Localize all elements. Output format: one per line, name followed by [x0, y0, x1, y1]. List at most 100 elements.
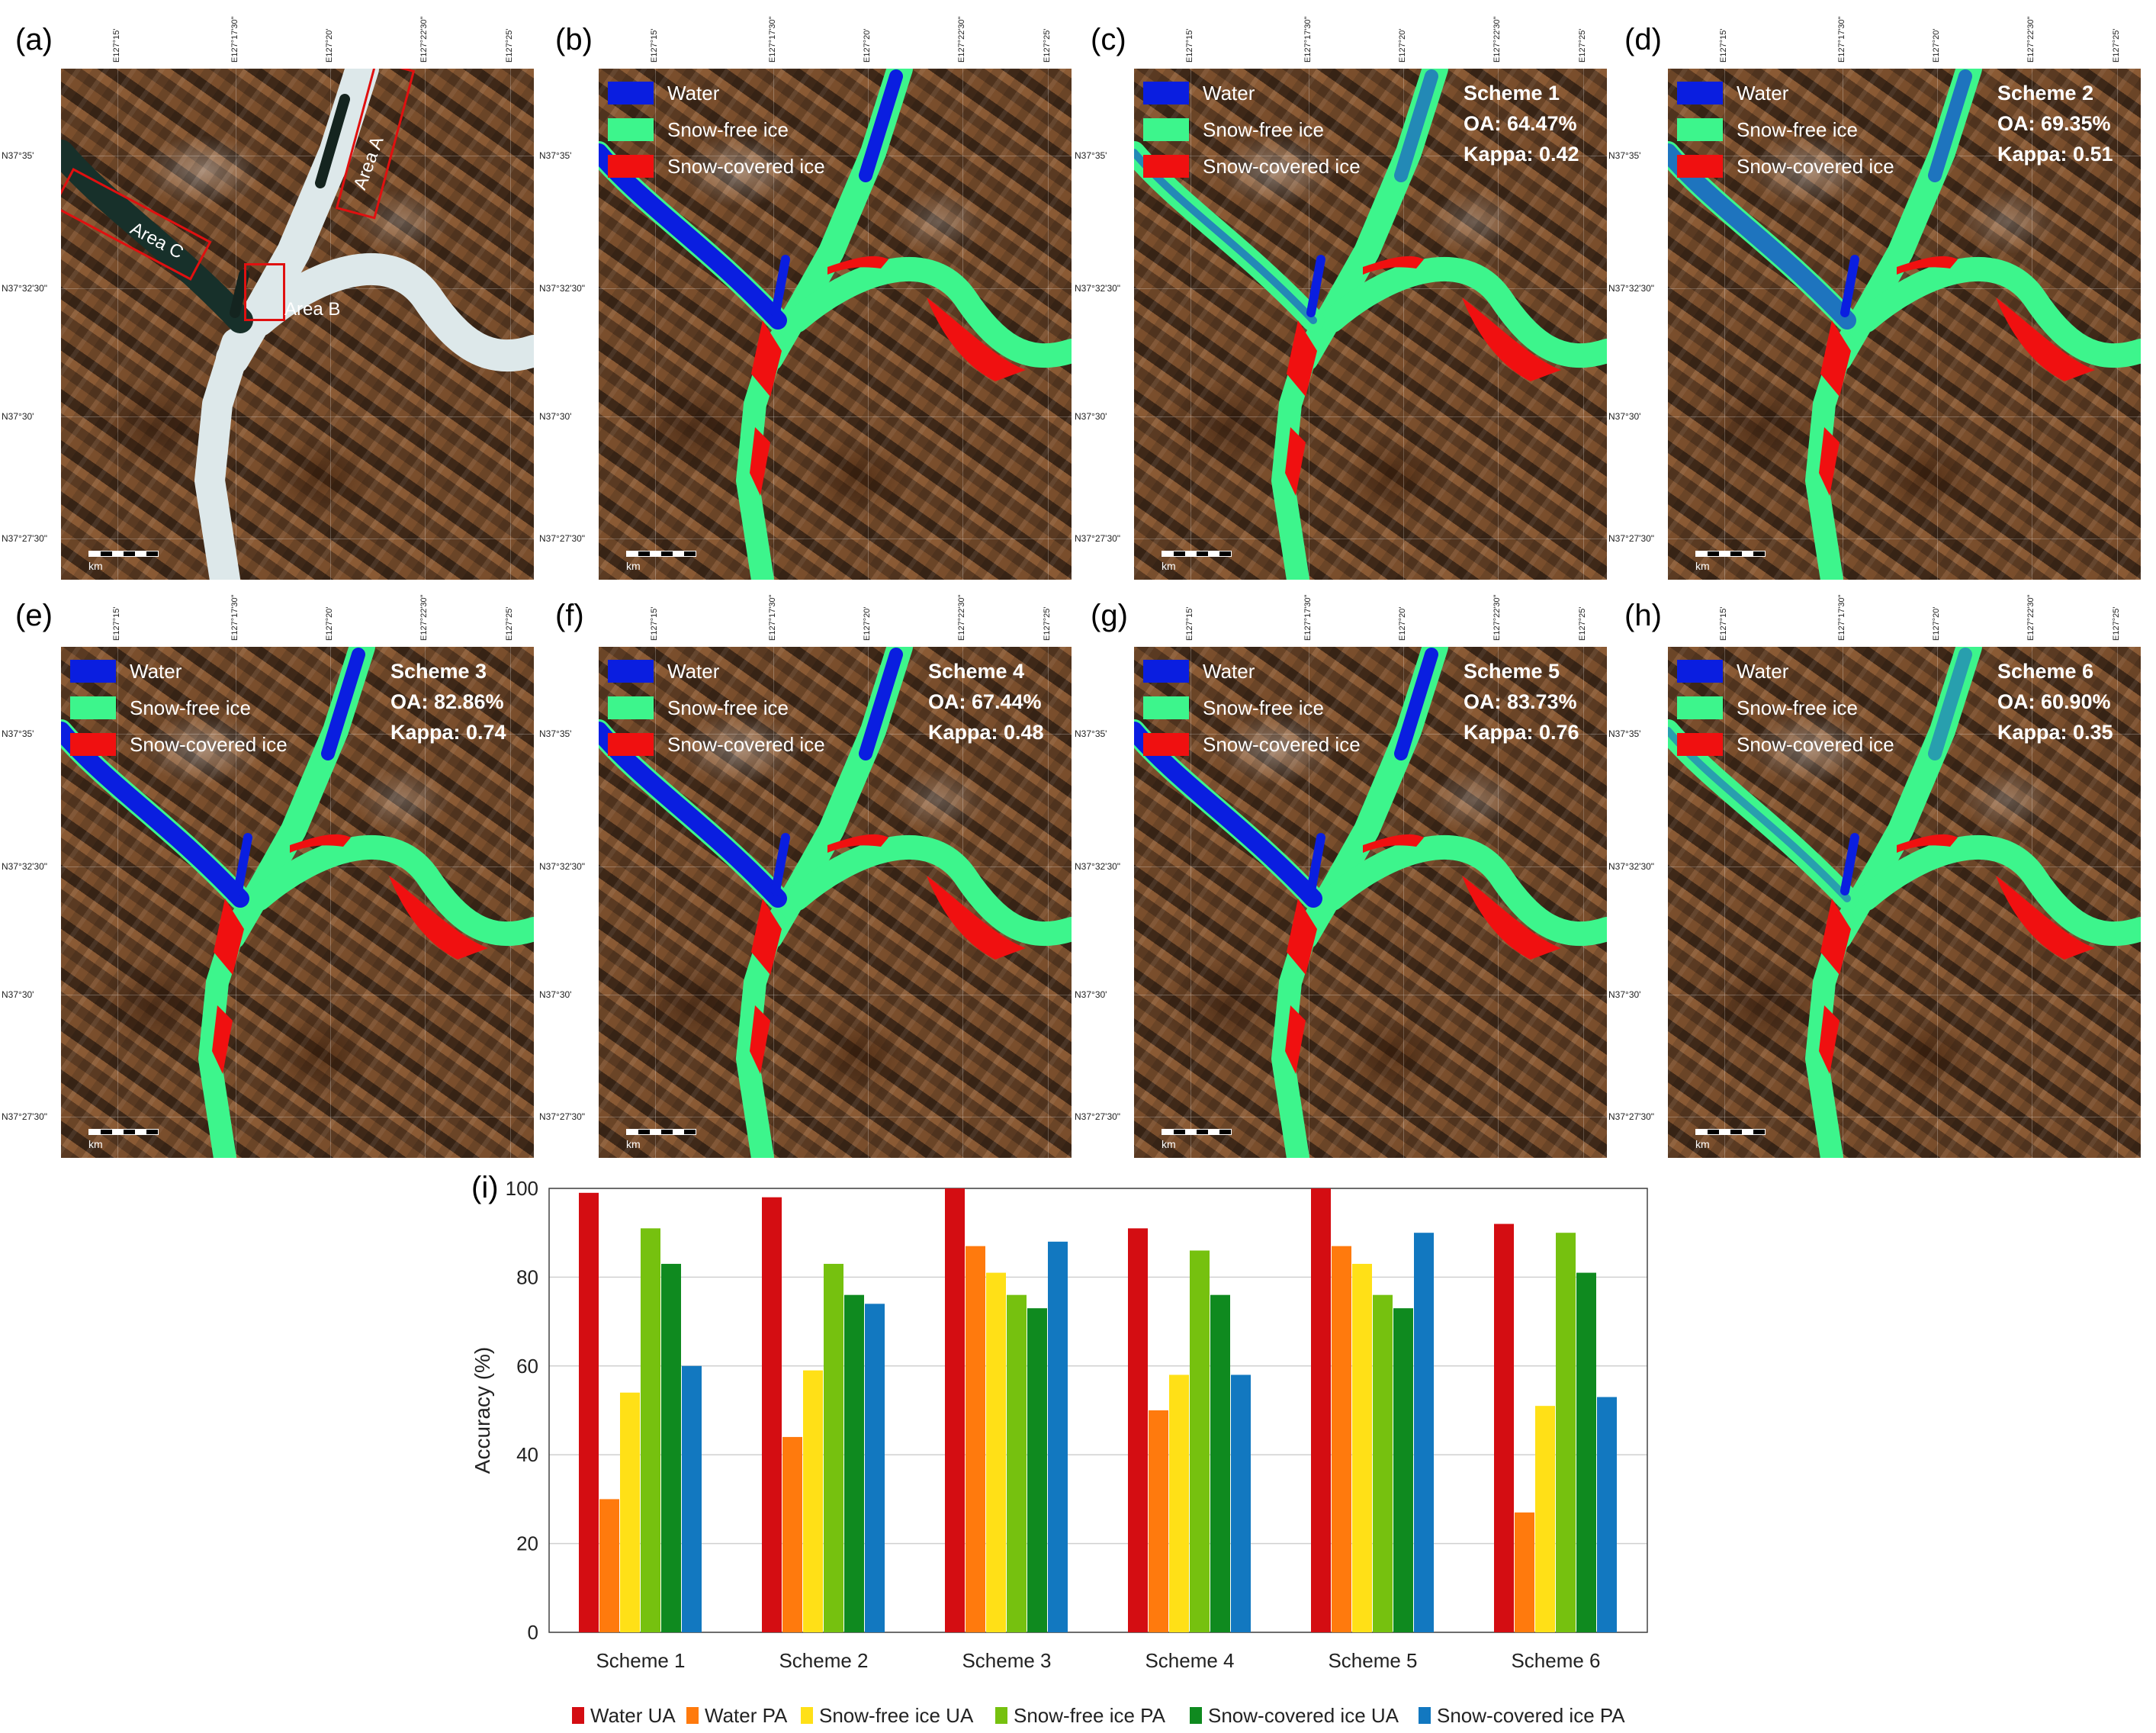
map-y-tick: N37°30' [2, 410, 34, 422]
map-y-tick: N37°27'30" [2, 1111, 48, 1123]
legend-item: Snow-free ice [1677, 111, 1894, 148]
bar-snow-free-ice-ua [1169, 1375, 1189, 1632]
map-x-tick: E127°25' [1578, 606, 1587, 641]
snow-covered-patch [1819, 427, 1840, 496]
scheme-oa: OA: 60.90% [1997, 690, 2111, 713]
scheme-oa: OA: 69.35% [1997, 112, 2111, 135]
scheme-name: Scheme 2 [1997, 82, 2094, 104]
bar-water-pa [1332, 1246, 1351, 1632]
snow-covered-patch [1820, 899, 1851, 975]
scale-bar-graphic [1162, 551, 1232, 557]
scheme-accuracy-box: Scheme 1 OA: 64.47% Kappa: 0.42 [1464, 78, 1579, 169]
legend-item: Snow-covered ice [1143, 148, 1361, 185]
map-y-tick: N37°27'30" [1075, 1111, 1121, 1123]
scale-bar: km [1695, 1129, 1766, 1150]
map-x-tick: E127°17'30" [1303, 16, 1313, 63]
water-north [859, 648, 903, 760]
bar-snow-covered-ice-ua [1393, 1308, 1413, 1632]
legend-item: Water [1143, 653, 1361, 690]
scale-bar: km [88, 1129, 159, 1150]
y-tick-label: 0 [528, 1621, 538, 1644]
map-legend: Water Snow-free ice Snow-covered ice [1677, 653, 1894, 763]
legend-label: Water [1203, 81, 1255, 104]
scheme-name: Scheme 1 [1464, 82, 1560, 104]
river-overlay [61, 69, 534, 580]
scheme-name: Scheme 6 [1997, 660, 2094, 683]
bar-snow-covered-ice-pa [1231, 1375, 1251, 1632]
legend-label: Snow-covered ice [130, 732, 288, 756]
legend-swatch [70, 660, 116, 683]
water-center [1840, 255, 1859, 317]
snow-covered-patch [827, 834, 888, 853]
bar-snow-covered-ice-ua [1027, 1308, 1047, 1632]
snow-covered-patch [1996, 297, 2095, 381]
map-legend: Water Snow-free ice Snow-covered ice [70, 653, 288, 763]
map-x-tick: E127°15' [1719, 28, 1729, 63]
legend-swatch [608, 733, 654, 756]
river-overlay [1134, 647, 1607, 1158]
map-y-tick: N37°32'30" [1608, 861, 1655, 873]
scale-unit: km [88, 1138, 103, 1150]
legend-entry: Snow-covered ice PA [1437, 1704, 1625, 1727]
legend-label: Snow-free ice [1737, 696, 1858, 719]
map-y-tick: N37°32'30" [1075, 861, 1121, 873]
water-center [1306, 255, 1325, 317]
map-x-tick: E127°17'30" [1303, 594, 1313, 641]
panel-letter-f: (f) [555, 599, 584, 632]
x-category-label: Scheme 5 [1328, 1649, 1417, 1672]
legend-entry: Snow-free ice UA [819, 1704, 974, 1727]
open-water-west [61, 140, 253, 333]
bar-water-ua [762, 1197, 782, 1632]
legend-swatch [1143, 118, 1189, 141]
accuracy-bar-chart: 0 20 40 60 80 100 Accuracy (%) Scheme 1 Scheme 2… [471, 1177, 1648, 1727]
legend-item: Snow-covered ice [608, 148, 825, 185]
water-center [1306, 833, 1325, 895]
bar-water-pa [1515, 1512, 1534, 1632]
bar-water-pa [599, 1499, 619, 1632]
legend-swatch [1677, 118, 1723, 141]
legend-item: Water [608, 75, 825, 111]
bar-snow-covered-ice-pa [1414, 1233, 1434, 1632]
snow-covered-patch [1462, 876, 1561, 960]
scale-bar: km [88, 551, 159, 572]
map-y-tick: N37°32'30" [2, 283, 48, 294]
legend-swatch [801, 1707, 813, 1724]
map-y-tick: N37°35' [2, 150, 34, 161]
legend-swatch [1143, 696, 1189, 719]
map-y-tick: N37°30' [2, 989, 34, 1000]
snow-free-ice-east [1320, 835, 1607, 947]
map-legend: Water Snow-free ice Snow-covered ice [1143, 75, 1361, 185]
legend-item: Snow-free ice [1143, 111, 1361, 148]
legend-swatch [1677, 82, 1723, 104]
scale-bar-graphic [1162, 1129, 1232, 1135]
legend-swatch [1419, 1707, 1431, 1724]
map-x-tick: E127°25' [1578, 28, 1587, 63]
legend-swatch [608, 118, 654, 141]
map-y-tick: N37°30' [1608, 989, 1641, 1000]
snow-covered-patch [1287, 899, 1317, 975]
satellite-image: km Water Snow-free ice Snow-covered ice Sche… [1134, 69, 1607, 580]
scale-unit: km [626, 560, 641, 572]
y-tick-label: 80 [516, 1265, 538, 1288]
map-legend: Water Snow-free ice Snow-covered ice [608, 653, 825, 763]
scale-bar-graphic [1695, 551, 1766, 557]
map-y-tick: N37°32'30" [2, 861, 48, 873]
legend-swatch [1677, 696, 1723, 719]
map-panel-6: E127°15' E127°17'30" E127°20' E127°22'30" E1… [539, 594, 1072, 1158]
snow-free-ice-east [1320, 257, 1607, 368]
legend-item: Snow-free ice [608, 111, 825, 148]
snow-covered-patch [750, 1005, 770, 1074]
panel-letter-h: (h) [1624, 599, 1662, 632]
bar-water-ua [1128, 1228, 1148, 1632]
snow-covered-patch [827, 256, 888, 275]
scale-bar-graphic [626, 1129, 696, 1135]
water-north [1394, 648, 1438, 760]
legend-entry: Snow-free ice PA [1014, 1704, 1166, 1727]
bar-snow-covered-ice-ua [844, 1294, 864, 1632]
scale-bar-graphic [88, 1129, 159, 1135]
snow-free-ice-east [247, 835, 534, 947]
scale-unit: km [1162, 1138, 1176, 1150]
map-panel-4: E127°15' E127°17'30" E127°20' E127°22'30" E1… [1608, 16, 2141, 580]
legend-item: Water [1677, 75, 1894, 111]
bar-water-ua [1494, 1223, 1514, 1632]
